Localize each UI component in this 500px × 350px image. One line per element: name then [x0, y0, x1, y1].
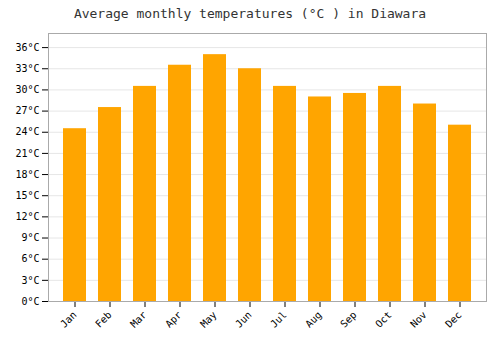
svg-text:Oct: Oct: [373, 309, 394, 330]
svg-text:Mar: Mar: [128, 309, 149, 330]
svg-text:24°C: 24°C: [15, 126, 39, 137]
svg-text:May: May: [198, 309, 219, 330]
svg-text:15°C: 15°C: [15, 190, 39, 201]
svg-text:Dec: Dec: [443, 309, 464, 330]
svg-text:33°C: 33°C: [15, 63, 39, 74]
svg-text:Aug: Aug: [303, 309, 324, 330]
svg-text:18°C: 18°C: [15, 169, 39, 180]
svg-text:9°C: 9°C: [21, 232, 39, 243]
svg-text:30°C: 30°C: [15, 84, 39, 95]
svg-text:12°C: 12°C: [15, 211, 39, 222]
svg-text:Sep: Sep: [338, 309, 359, 330]
svg-text:6°C: 6°C: [21, 253, 39, 264]
svg-text:Jan: Jan: [58, 309, 79, 330]
svg-text:27°C: 27°C: [15, 105, 39, 116]
svg-text:36°C: 36°C: [15, 42, 39, 53]
svg-text:Jun: Jun: [233, 309, 254, 330]
svg-text:Feb: Feb: [93, 309, 114, 330]
svg-text:3°C: 3°C: [21, 275, 39, 286]
svg-text:Apr: Apr: [163, 309, 184, 330]
html-text:Average monthly temperatures (: Average monthly temperatures (°C ) in Di…: [73, 6, 427, 21]
svg-text:Nov: Nov: [408, 309, 429, 330]
svg-text:Jul: Jul: [268, 309, 289, 330]
svg-text:21°C: 21°C: [15, 148, 39, 159]
svg-text:0°C: 0°C: [21, 296, 39, 307]
